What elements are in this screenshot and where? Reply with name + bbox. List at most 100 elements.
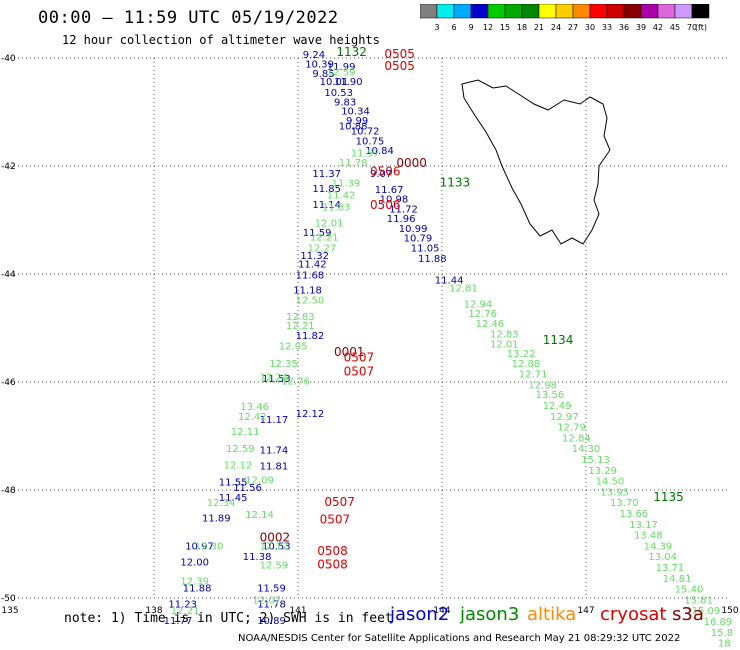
wave-height-point: 11.53 [262, 374, 291, 385]
colorbar-label: 33 [602, 23, 612, 32]
wave-height-point: 15.40 [675, 585, 704, 596]
wave-height-point: 12.27 [308, 243, 337, 254]
wave-height-point: 11.88 [418, 254, 447, 265]
colorbar-label: 36 [619, 23, 629, 32]
wave-height-point: 12.05 [279, 342, 308, 353]
colorbar-swatch [589, 4, 608, 19]
wave-height-point: 11.38 [243, 552, 272, 563]
wave-height-point: 12.42 [238, 412, 267, 423]
wave-height-point: 11.42 [298, 260, 327, 271]
pass-time-label: 1132 [336, 45, 367, 59]
wave-height-point: 12.46 [476, 319, 505, 330]
pass-time-label: 1134 [543, 333, 574, 347]
satellite-legend-s3a: s3a [672, 604, 704, 625]
wave-height-point: 12.12 [260, 541, 289, 552]
colorbar-label: 15 [500, 23, 510, 32]
wave-height-point: 12.09 [245, 476, 274, 487]
wave-height-point: 9.07 [370, 169, 392, 180]
wave-height-point: 11.59 [257, 584, 286, 595]
wave-height-point: 13.29 [588, 466, 617, 477]
wave-height-point: 14.39 [644, 541, 673, 552]
wave-height-point: 12.59 [260, 560, 289, 571]
wave-height-point: 12.76 [468, 309, 497, 320]
colorbar-swatch [436, 4, 455, 19]
colorbar-label: 42 [653, 23, 663, 32]
wave-height-point: 12.71 [519, 370, 548, 381]
pass-time-label: 0000 [396, 156, 427, 170]
colorbar-swatch [640, 4, 659, 19]
wave-height-point: 12.14 [245, 510, 274, 521]
wave-height-point: 12.84 [562, 433, 591, 444]
wave-height-point: 13.46 [240, 402, 269, 413]
wave-height-point: 12.39 [180, 577, 209, 588]
wave-height-point: 10.84 [365, 146, 394, 157]
colorbar-swatch [420, 4, 438, 19]
pass-time-label: 0505 [384, 59, 415, 73]
wave-height-point: 15.13 [581, 455, 610, 466]
wave-height-point: 12.83 [286, 312, 315, 323]
pass-time-label: 0507 [344, 365, 375, 379]
wave-height-point: 12.76 [281, 377, 310, 388]
wave-height-point: 11.55 [219, 478, 248, 489]
wave-height-point: 11.37 [312, 169, 341, 180]
wave-height-point: 12.81 [449, 283, 478, 294]
wave-height-point: 13.70 [610, 498, 639, 509]
pass-time-label: 1135 [653, 490, 684, 504]
wave-height-point: 12.01 [315, 218, 344, 229]
wave-height-point: 12.12 [224, 460, 253, 471]
chart-title: 00:00 – 11:59 UTC 05/19/2022 [38, 8, 339, 28]
wave-height-point: 12.24 [260, 372, 289, 383]
satellite-legend-jason2: jason2 [390, 604, 450, 625]
x-tick-label: 150 [721, 606, 738, 616]
wave-height-point: 11.90 [334, 77, 363, 88]
wave-height-point: 10.98 [380, 195, 409, 206]
satellite-legend-jason3: jason3 [460, 604, 520, 625]
pass-time-label: 0507 [324, 495, 355, 509]
colorbar-swatch [504, 4, 523, 19]
wave-height-point: 10.01 [320, 77, 349, 88]
footer-note: note: 1) Time is in UTC; 2) SWH is in fe… [64, 611, 393, 626]
wave-height-point: 15.8 [711, 628, 733, 639]
colorbar-label: 24 [551, 23, 561, 32]
wave-height-point: 12.01 [490, 339, 519, 350]
wave-height-point: 11.05 [411, 243, 440, 254]
pass-time-label: 0505 [384, 47, 415, 61]
wave-height-point: 13.17 [629, 520, 658, 531]
wave-height-point: 12.59 [226, 444, 255, 455]
wave-height-point: 12.83 [490, 330, 519, 341]
wave-height-point: 11.85 [312, 184, 341, 195]
wave-height-point: 12.50 [296, 296, 325, 307]
colorbar-label: 27 [568, 23, 578, 32]
colorbar-label: 6 [451, 23, 456, 32]
wave-height-point: 11.17 [260, 415, 289, 426]
wave-height-point: 11.67 [375, 185, 404, 196]
wave-height-point: 11.68 [296, 270, 325, 281]
y-tick-label: -48 [1, 486, 16, 496]
wave-height-point: 11.99 [327, 62, 356, 73]
wave-height-point: 11.14 [312, 200, 341, 211]
wave-height-point: 11.78 [339, 158, 368, 169]
wave-height-point: 11.96 [387, 214, 416, 225]
colorbar-label: 9 [468, 23, 473, 32]
wave-height-point: 12.21 [310, 233, 339, 244]
wave-height-point: 11.44 [435, 276, 464, 287]
wave-height-point: 11.32 [300, 251, 329, 262]
pass-time-label: 0506 [370, 198, 401, 212]
wave-height-point: 15.81 [684, 595, 713, 606]
footer-credit: NOAA/NESDIS Center for Satellite Applica… [238, 633, 681, 644]
wave-height-point: 11.39 [332, 179, 361, 190]
pass-time-label: 0508 [317, 544, 348, 558]
wave-height-point: 11.56 [233, 483, 262, 494]
colorbar-unit: (ft) [695, 23, 707, 32]
wave-height-point: 9.99 [346, 116, 368, 127]
wave-height-point: 12.34 [207, 498, 236, 509]
wave-height-point: 11.88 [183, 584, 212, 595]
colorbar-swatch [470, 4, 489, 19]
wave-height-point: 10.99 [399, 224, 428, 235]
wave-height-point: 9.24 [303, 50, 325, 61]
wave-height-point: 15.09 [692, 606, 721, 617]
colorbar-label: 3 [434, 23, 439, 32]
wave-height-point: 12.12 [296, 409, 325, 420]
colorbar-swatch [555, 4, 574, 19]
